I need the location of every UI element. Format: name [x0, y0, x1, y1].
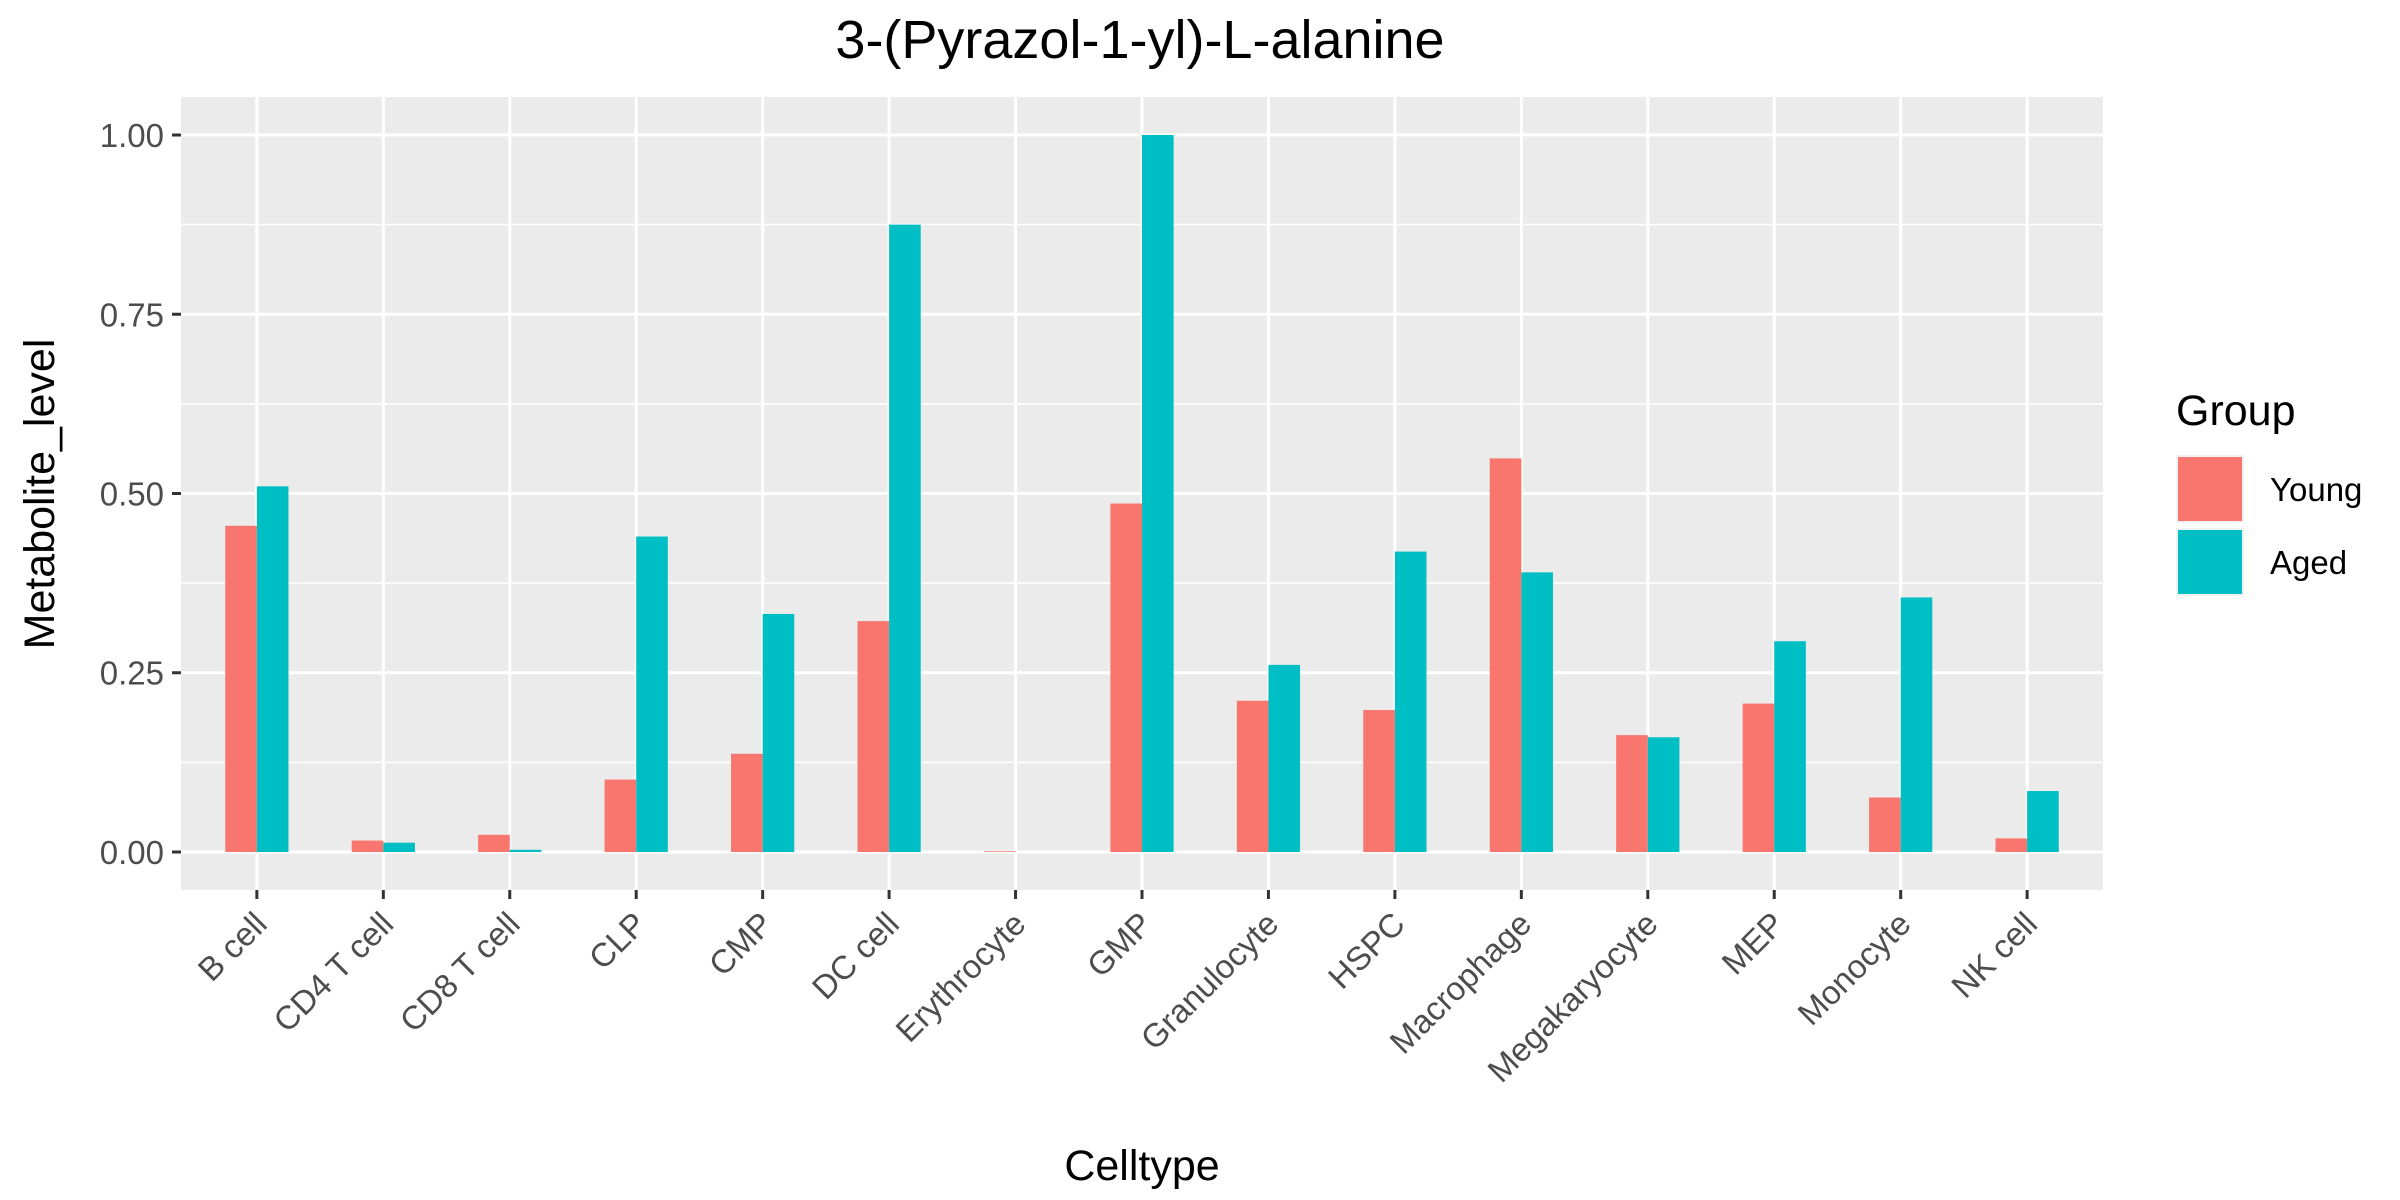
bars [225, 135, 2059, 852]
bar-young [857, 621, 890, 852]
bar-young [1995, 838, 2028, 852]
bar-young [1869, 797, 1901, 852]
bar-aged [1647, 737, 1680, 852]
bar-young [1742, 703, 1775, 852]
y-tick-label: 0.25 [100, 655, 164, 692]
bar-aged [1521, 572, 1553, 852]
x-axis-title: Celltype [1064, 1142, 1219, 1190]
bar-young [351, 840, 384, 852]
bar-aged [1268, 664, 1301, 852]
legend-label-young: Young [2270, 471, 2362, 508]
bar-aged [1142, 135, 1174, 852]
legend-title: Group [2176, 387, 2296, 435]
y-tick-label: 1.00 [100, 117, 164, 154]
legend-swatch-young [2178, 457, 2242, 521]
y-tick-label: 0.50 [100, 476, 164, 513]
bar-young [604, 779, 637, 852]
bar-aged [256, 486, 289, 852]
y-tick-label: 0.00 [100, 834, 164, 871]
chart-title: 3-(Pyrazol-1-yl)-L-alanine [835, 10, 1444, 70]
y-axis: 0.00 0.25 0.50 0.75 1.00 [100, 117, 181, 871]
legend-swatch-aged [2178, 530, 2242, 594]
bar-aged [1774, 641, 1806, 852]
bar-young [478, 834, 510, 852]
bar-young [1363, 710, 1395, 852]
bar-young [1110, 503, 1142, 852]
bar-aged [2027, 791, 2059, 852]
bar-aged [636, 536, 668, 852]
bar-aged [1900, 597, 1933, 852]
bar-young [225, 525, 257, 852]
legend: Group Young Aged [2176, 387, 2362, 596]
bar-young [731, 753, 763, 852]
legend-label-aged: Aged [2270, 544, 2347, 581]
bar-aged [383, 842, 415, 852]
bar-young [1236, 700, 1269, 852]
bar-aged [1394, 551, 1427, 852]
y-tick-label: 0.75 [100, 296, 164, 333]
y-axis-title: Metabolite_level [16, 339, 64, 650]
bar-young [1489, 458, 1522, 852]
bar-aged [762, 613, 795, 852]
bar-aged [509, 849, 542, 852]
bar-young [983, 851, 1016, 852]
bar-aged [889, 224, 921, 852]
bar-young [1616, 735, 1648, 852]
